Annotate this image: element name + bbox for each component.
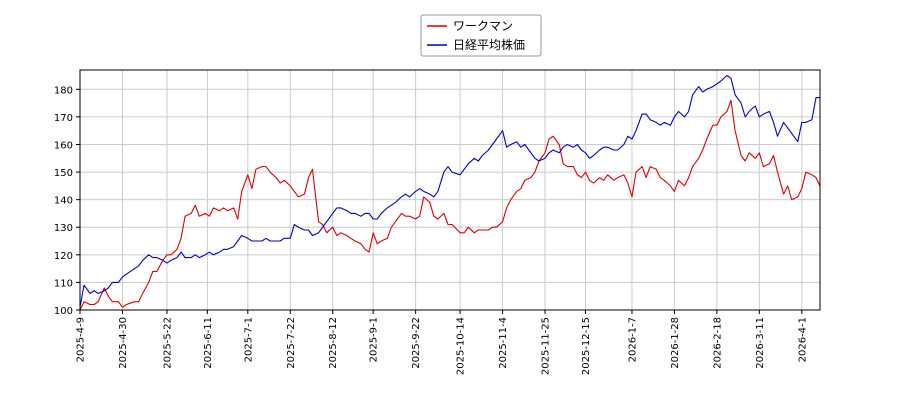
x-tick-label: 2025-8-12 — [328, 317, 339, 369]
x-tick-label: 2025-11-4 — [498, 317, 509, 369]
y-tick-label: 120 — [54, 251, 73, 262]
series-line-nikkei — [79, 74, 820, 308]
y-tick-label: 170 — [54, 113, 73, 124]
y-tick-label: 140 — [54, 196, 73, 207]
plot-frame — [79, 69, 821, 311]
legend-label-nikkei: 日経平均株価 — [453, 37, 525, 52]
x-tick-label: 2025-9-22 — [411, 317, 422, 369]
x-tick-label: 2025-12-15 — [581, 317, 592, 375]
x-tick-label: 2026-3-11 — [755, 317, 766, 369]
series-lines — [79, 74, 821, 311]
y-tick-label: 110 — [54, 278, 73, 289]
x-tick-label: 2026-4-1 — [797, 317, 808, 362]
x-tick-label: 2025-10-14 — [456, 317, 467, 375]
y-axis: 100 110 120 130 140 150 160 170 180 — [54, 85, 80, 317]
y-tick-label: 150 — [54, 168, 73, 179]
x-tick-label: 2025-7-1 — [243, 317, 254, 362]
legend: ワークマン 日経平均株価 — [420, 14, 542, 57]
x-tick-label: 2025-4-30 — [118, 317, 129, 369]
grid — [79, 70, 820, 311]
x-tick-label: 2026-1-28 — [670, 317, 681, 369]
x-tick-label: 2025-9-1 — [369, 317, 380, 362]
x-tick-label: 2025-11-25 — [541, 317, 552, 375]
series-line-workman — [79, 99, 821, 311]
y-tick-label: 100 — [54, 306, 73, 317]
x-tick-label: 2026-1-7 — [627, 317, 638, 362]
x-tick-label: 2025-6-11 — [203, 317, 214, 369]
y-tick-label: 180 — [54, 85, 73, 96]
x-tick-label: 2025-7-22 — [286, 317, 297, 369]
y-tick-label: 160 — [54, 140, 73, 151]
y-tick-label: 130 — [54, 223, 73, 234]
x-tick-label: 2026-2-18 — [712, 317, 723, 369]
legend-label-workman: ワークマン — [453, 19, 513, 33]
x-axis: 2025-4-9 2025-4-30 2025-5-22 2025-6-11 2025-… — [76, 310, 808, 375]
legend-box — [420, 14, 542, 57]
x-tick-label: 2025-4-9 — [76, 317, 87, 362]
x-tick-label: 2025-5-22 — [162, 317, 173, 369]
